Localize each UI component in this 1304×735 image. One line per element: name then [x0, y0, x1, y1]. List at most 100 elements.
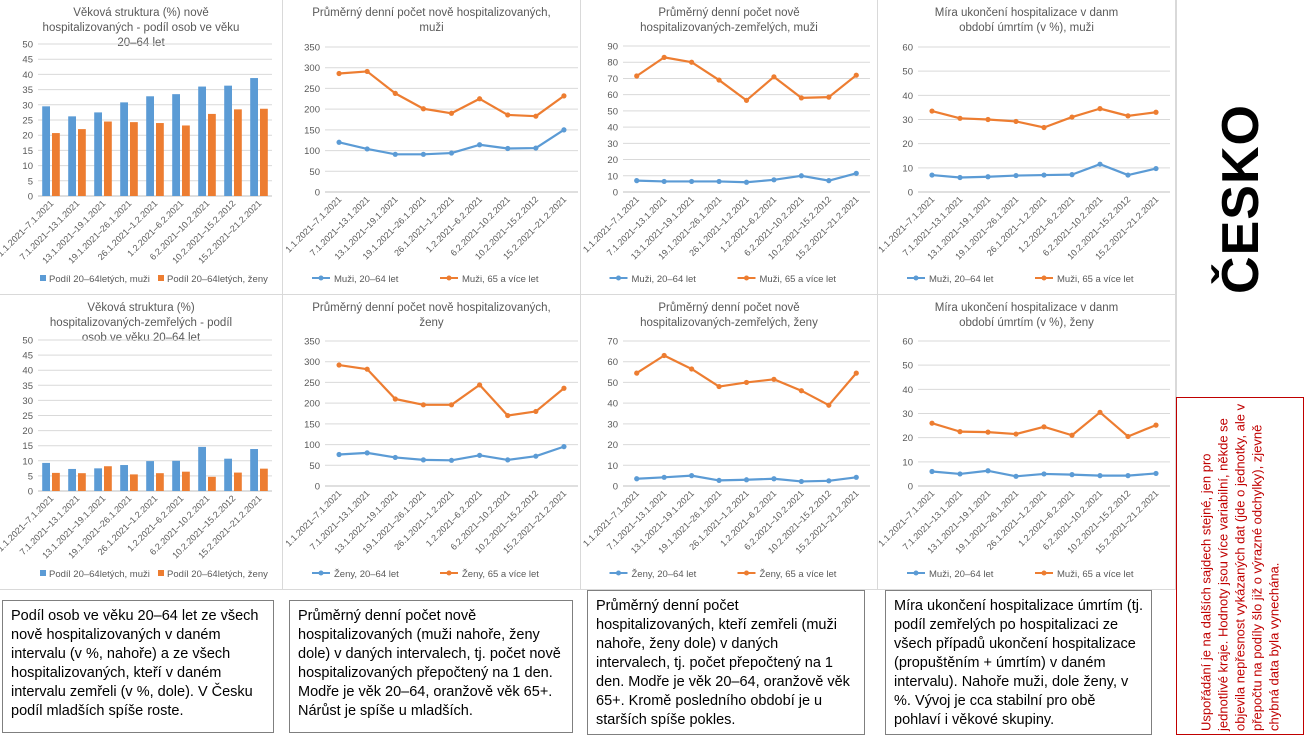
data-point [853, 170, 859, 176]
y-tick-label: 0 [315, 188, 320, 199]
chart-panel-3: Průměrný denní počet nově hospitalizovan… [581, 0, 878, 295]
y-tick-label: 30 [607, 419, 618, 430]
chart-title: Míra ukončení hospitalizace v danm obdob… [934, 302, 1119, 329]
y-tick-label: 10 [902, 457, 913, 468]
y-tick-label: 30 [902, 409, 913, 420]
y-tick-label: 45 [22, 351, 33, 362]
data-point [985, 174, 991, 180]
y-tick-label: 150 [304, 125, 320, 136]
bar [42, 462, 50, 491]
data-point [1069, 114, 1075, 120]
bar [68, 468, 76, 491]
y-tick-label: 30 [22, 396, 33, 407]
data-point [853, 474, 859, 480]
chart-c2: 0501001502002503003501.1.2021–7.1.20217.… [283, 43, 578, 285]
y-tick-label: 20 [22, 131, 33, 142]
y-tick-label: 60 [902, 43, 913, 54]
data-point [533, 145, 539, 151]
legend-marker [318, 570, 324, 576]
data-point [634, 73, 640, 79]
caption-box-2: Průměrný denní počet nově hospitalizovan… [289, 600, 573, 733]
chart-c6: 0501001502002503003501.1.2021–7.1.20217.… [283, 337, 578, 580]
legend-label: Muži, 65 a více let [760, 274, 837, 285]
data-point [798, 173, 804, 179]
y-tick-label: 35 [22, 85, 33, 96]
bar [182, 471, 190, 491]
bar [208, 476, 216, 491]
y-tick-label: 200 [304, 105, 320, 116]
caption-box-3: Průměrný denní počet hospitalizovaných, … [587, 590, 865, 735]
data-point [743, 179, 750, 185]
data-point [798, 388, 804, 394]
data-point [716, 383, 722, 390]
y-tick-label: 25 [22, 411, 33, 422]
data-point [771, 74, 777, 80]
chart-panel-2: Průměrný denní počet nově hospitalizovan… [283, 0, 581, 295]
legend-swatch [158, 570, 164, 576]
data-point [561, 93, 567, 99]
data-point [1153, 470, 1159, 477]
data-point [1125, 473, 1131, 479]
data-point [957, 471, 963, 477]
bar [250, 78, 258, 196]
chart-c4: 01020304050601.1.2021–7.1.20217.1.2021–1… [878, 43, 1170, 285]
y-tick-label: 0 [28, 487, 33, 498]
data-point [1153, 165, 1159, 172]
data-point [985, 116, 991, 123]
legend-label: Podíl 20–64letých, ženy [167, 569, 268, 580]
data-point [1013, 172, 1019, 179]
y-tick-label: 20 [902, 433, 913, 444]
legend-label: Muži, 20–64 let [929, 274, 994, 285]
data-point [826, 94, 832, 100]
legend-label: Podíl 20–64letých, muži [49, 569, 150, 580]
y-tick-label: 0 [908, 482, 913, 493]
chart-panel-5: Věková struktura (%) hospitalizovaných-z… [0, 295, 283, 590]
data-point [929, 420, 935, 426]
y-tick-label: 50 [902, 361, 913, 372]
data-point [716, 178, 722, 185]
chart-c7: 0102030405060701.1.2021–7.1.20217.1.2021… [581, 337, 870, 580]
y-tick-label: 40 [607, 399, 618, 410]
bar [120, 465, 128, 491]
data-point [1041, 172, 1047, 178]
y-tick-label: 0 [28, 192, 33, 203]
data-point [364, 146, 370, 152]
data-point [1097, 106, 1103, 112]
data-point [798, 95, 804, 101]
data-point [826, 478, 832, 484]
chart-title: Průměrný denní počet nově hospitalizovan… [312, 302, 551, 329]
data-point [771, 376, 777, 382]
data-point [1069, 432, 1075, 438]
y-tick-label: 200 [304, 399, 320, 410]
legend-label: Podíl 20–64letých, ženy [167, 274, 268, 285]
data-point [1125, 113, 1131, 119]
bar [146, 461, 154, 491]
data-point [929, 468, 935, 475]
legend-swatch [40, 275, 46, 281]
chart-panel-7: Průměrný denní počet nově hospitalizovan… [581, 295, 878, 590]
data-point [957, 429, 963, 435]
y-tick-label: 60 [902, 337, 913, 348]
data-point [743, 477, 750, 483]
data-point [689, 366, 695, 372]
data-point [1013, 431, 1019, 437]
bar [234, 472, 242, 491]
data-point [1125, 433, 1131, 440]
y-tick-label: 40 [22, 70, 33, 81]
y-tick-label: 350 [304, 337, 320, 348]
chart-panel-8: Míra ukončení hospitalizace v danm obdob… [878, 295, 1176, 590]
legend-label: Ženy, 20–64 let [334, 569, 399, 580]
y-tick-label: 15 [22, 441, 33, 452]
data-point [420, 151, 426, 157]
bar [104, 121, 112, 196]
bar [120, 102, 128, 196]
data-point [689, 178, 695, 185]
bar [146, 96, 154, 196]
y-tick-label: 70 [607, 337, 618, 348]
legend-label: Muži, 65 a více let [462, 274, 539, 285]
legend-marker [446, 275, 452, 281]
legend-label: Ženy, 20–64 let [632, 569, 697, 580]
data-point [505, 412, 511, 419]
bar [94, 468, 102, 491]
data-point [661, 178, 667, 185]
